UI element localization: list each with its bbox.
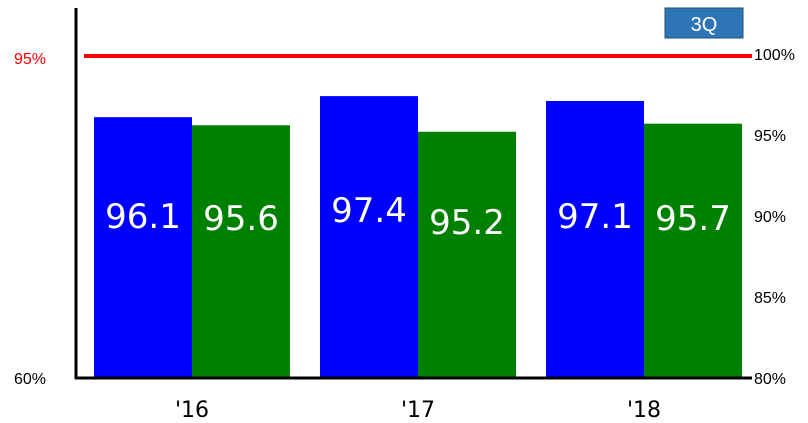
bar-blue-0	[94, 117, 192, 379]
bar-value-label: 95.6	[203, 199, 279, 239]
period-badge: 3Q	[664, 7, 744, 39]
bar-green-1	[418, 131, 516, 378]
right-tick-label: 80%	[754, 371, 786, 388]
category-labels: '16 '17 '18	[175, 398, 661, 423]
bar-green-0	[192, 125, 290, 378]
left-axis-ticks: 60% 95%	[14, 51, 46, 388]
left-tick-label: 60%	[14, 371, 46, 388]
bar-value-label: 95.2	[429, 203, 505, 243]
category-label: '17	[401, 398, 435, 423]
bar-green-2	[644, 123, 742, 378]
bar-blue-1	[320, 96, 418, 379]
right-tick-label: 95%	[754, 128, 786, 145]
bar-value-label: 95.7	[655, 199, 731, 239]
category-label: '18	[627, 398, 661, 423]
bar-labels-group: 96.1 95.6 97.4 95.2 97.1 95.7	[105, 191, 731, 243]
bar-blue-2	[546, 100, 644, 378]
category-label: '16	[175, 398, 209, 423]
badge-box	[664, 7, 744, 39]
left-tick-label: 95%	[14, 51, 46, 68]
right-tick-label: 85%	[754, 290, 786, 307]
right-tick-label: 100%	[754, 47, 795, 64]
right-axis-ticks: 80% 85% 90% 95% 100%	[754, 47, 795, 388]
bar-value-label: 97.1	[557, 197, 633, 237]
bar-value-label: 97.4	[331, 191, 407, 231]
bars-group	[94, 96, 742, 379]
bar-value-label: 96.1	[105, 197, 181, 237]
badge-label: 3Q	[691, 14, 718, 36]
right-tick-label: 90%	[754, 209, 786, 226]
